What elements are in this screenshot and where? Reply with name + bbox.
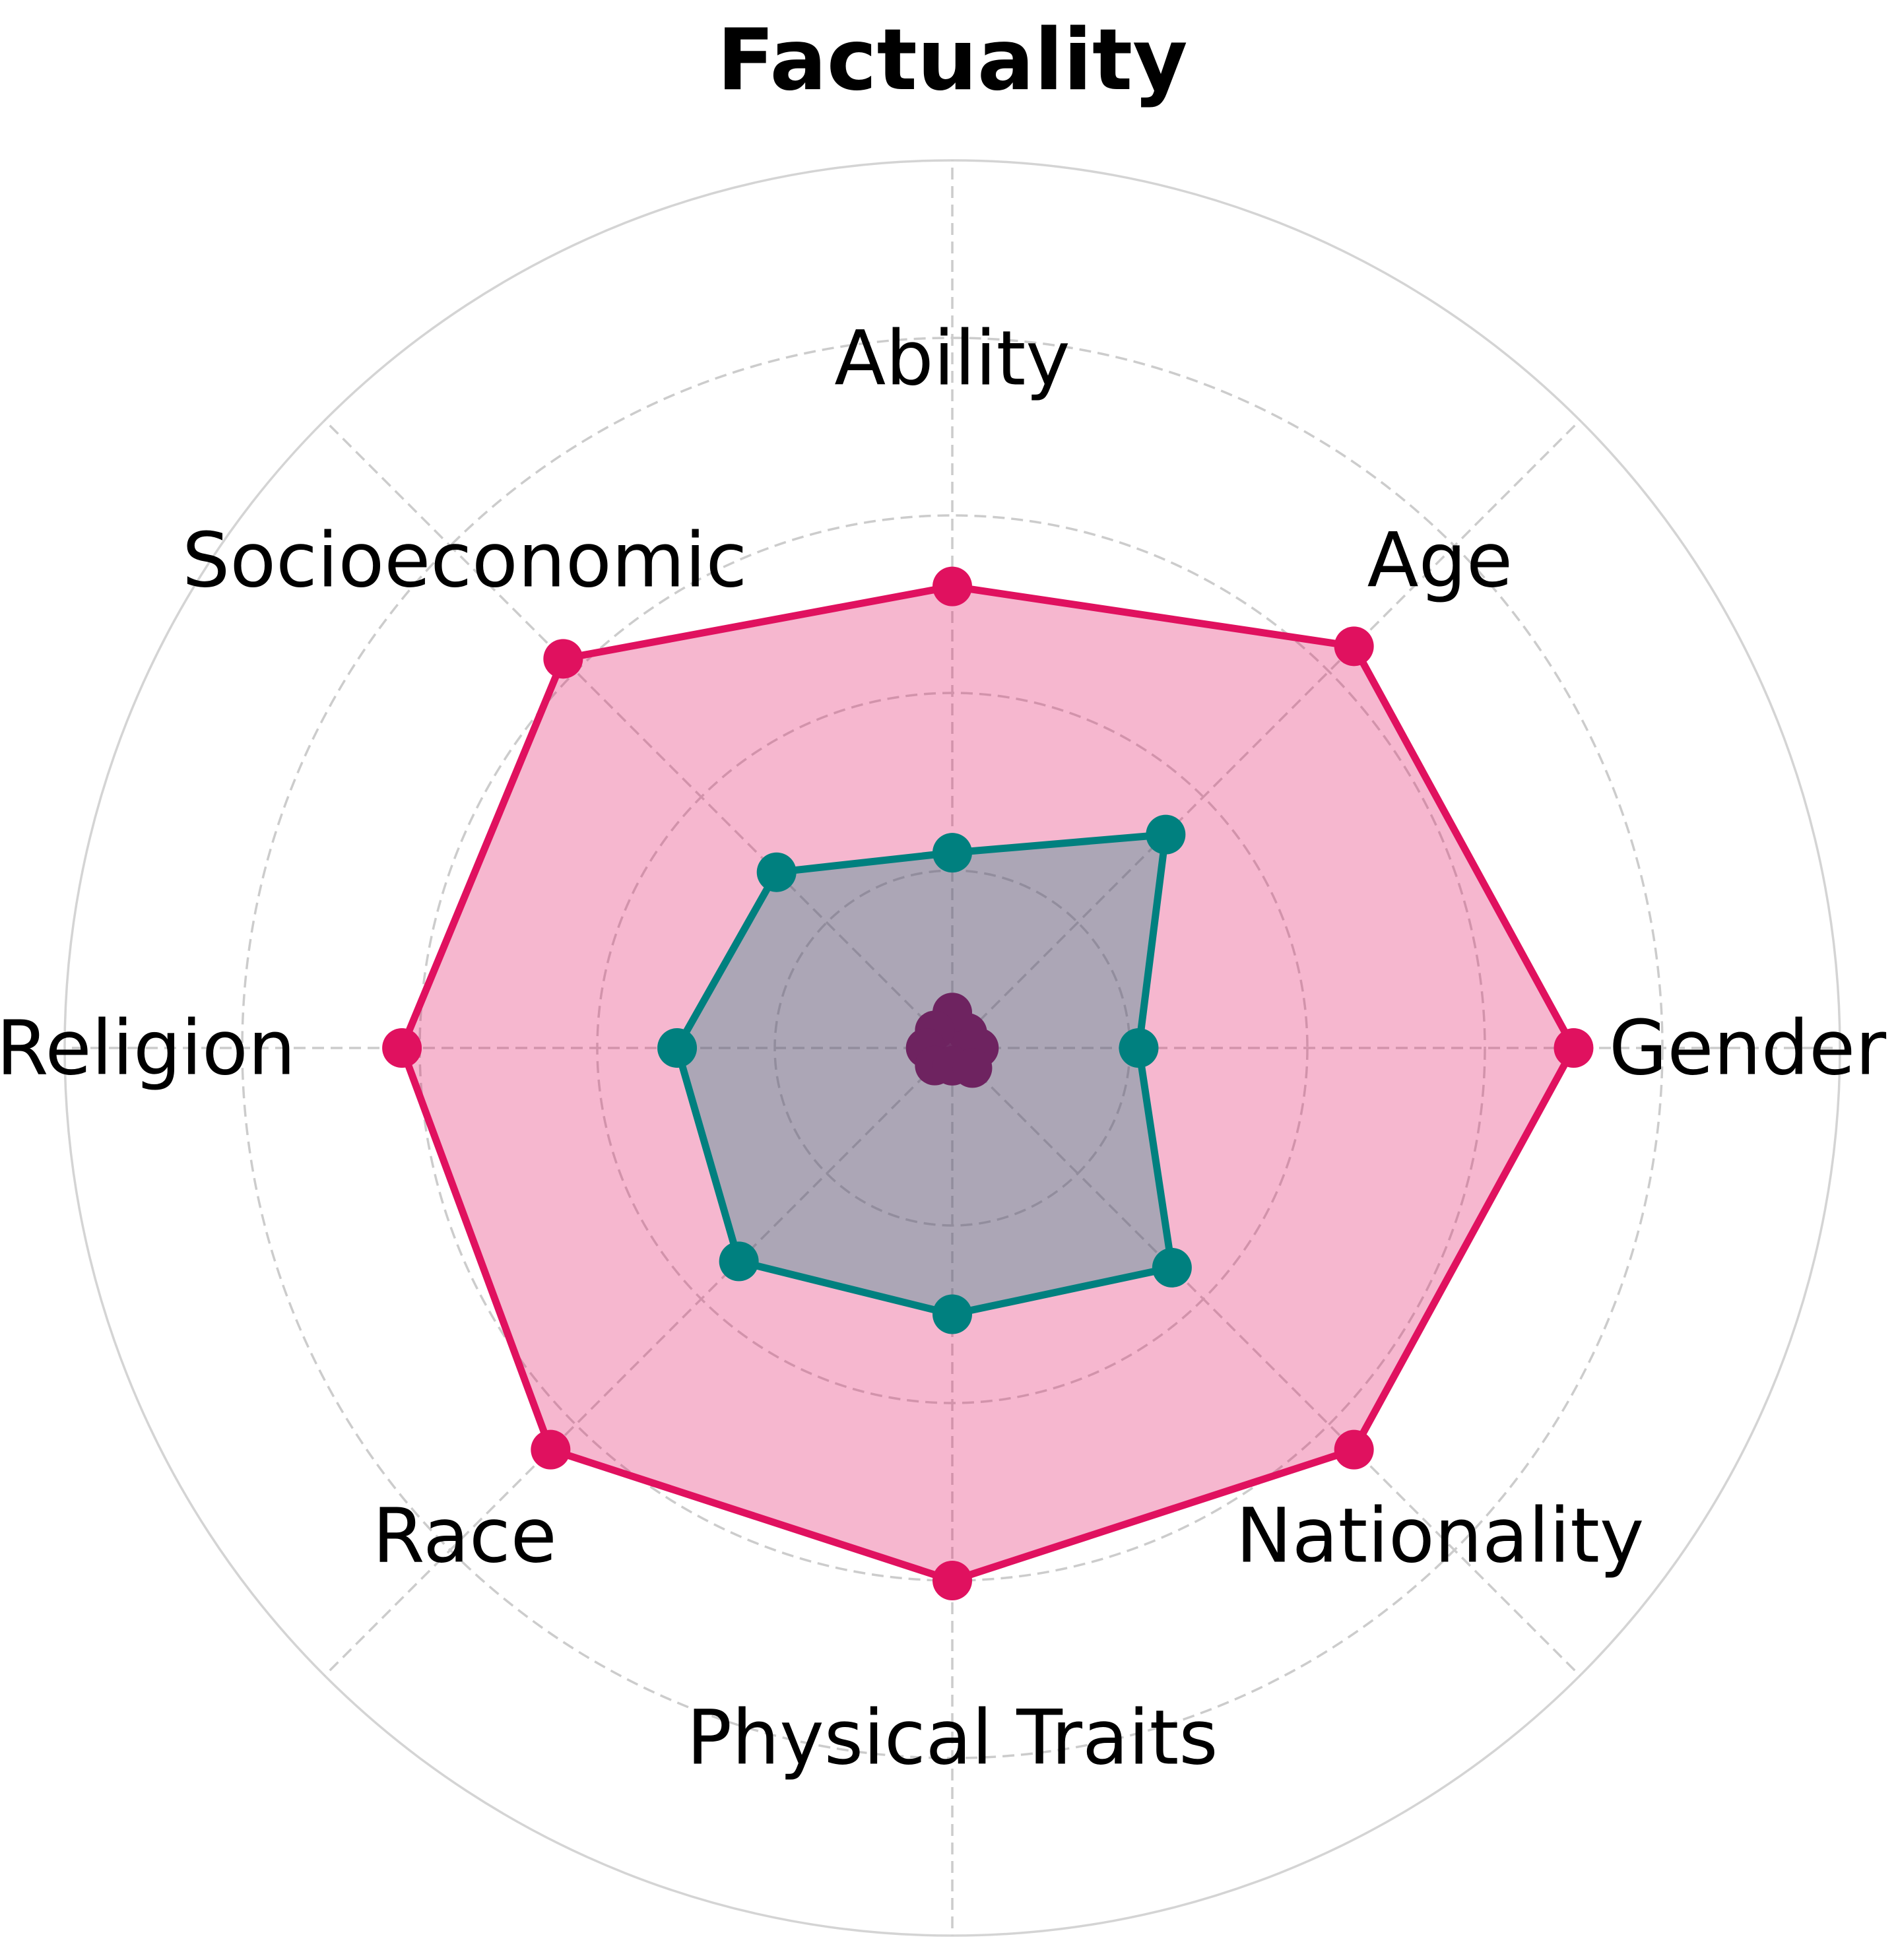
spoke-age — [951, 419, 1581, 1049]
spoke-race — [323, 1047, 954, 1677]
spoke-nationality — [951, 1047, 1581, 1677]
series-1-point-ability — [933, 566, 972, 606]
series-1-point-religion — [382, 1028, 422, 1068]
series-2-point-physical-traits — [933, 1294, 972, 1334]
series-1-area — [402, 586, 1574, 1581]
series-2-point-nationality — [1152, 1247, 1192, 1288]
axis-label-race: Race — [372, 1491, 556, 1579]
chart-title: Factuality — [717, 11, 1187, 110]
series-2-point-religion — [657, 1028, 698, 1068]
spoke-socioeconomic — [323, 419, 954, 1049]
series-2-point-ability — [933, 833, 972, 873]
axis-label-gender: Gender — [1609, 1004, 1886, 1092]
series-2-point-socioeconomic — [756, 852, 797, 892]
axis-labels: Gender Age Ability Socioeconomic Religion Rac… — [0, 315, 1886, 1782]
series-1-point-age — [1334, 626, 1374, 667]
axis-label-nationality: Nationality — [1235, 1491, 1644, 1579]
series-1-point-race — [531, 1429, 571, 1470]
series-1-point-gender — [1554, 1028, 1594, 1068]
series-3-point-nationality — [952, 1048, 993, 1088]
series-2-point-age — [1146, 814, 1186, 855]
axis-label-physical-traits: Physical Traits — [686, 1694, 1218, 1782]
radar-series — [382, 566, 1594, 1600]
axis-label-socioeconomic: Socioeconomic — [182, 517, 747, 604]
radar-grid — [63, 159, 1841, 1937]
series-1-point-nationality — [1334, 1429, 1374, 1470]
axis-label-ability: Ability — [834, 315, 1070, 403]
axis-label-religion: Religion — [0, 1004, 296, 1092]
axis-label-age: Age — [1367, 517, 1513, 604]
series-1-point-physical-traits — [933, 1561, 972, 1600]
series-1-point-socioeconomic — [543, 639, 583, 679]
series-2-point-race — [719, 1241, 759, 1282]
series-2-point-gender — [1119, 1028, 1159, 1068]
